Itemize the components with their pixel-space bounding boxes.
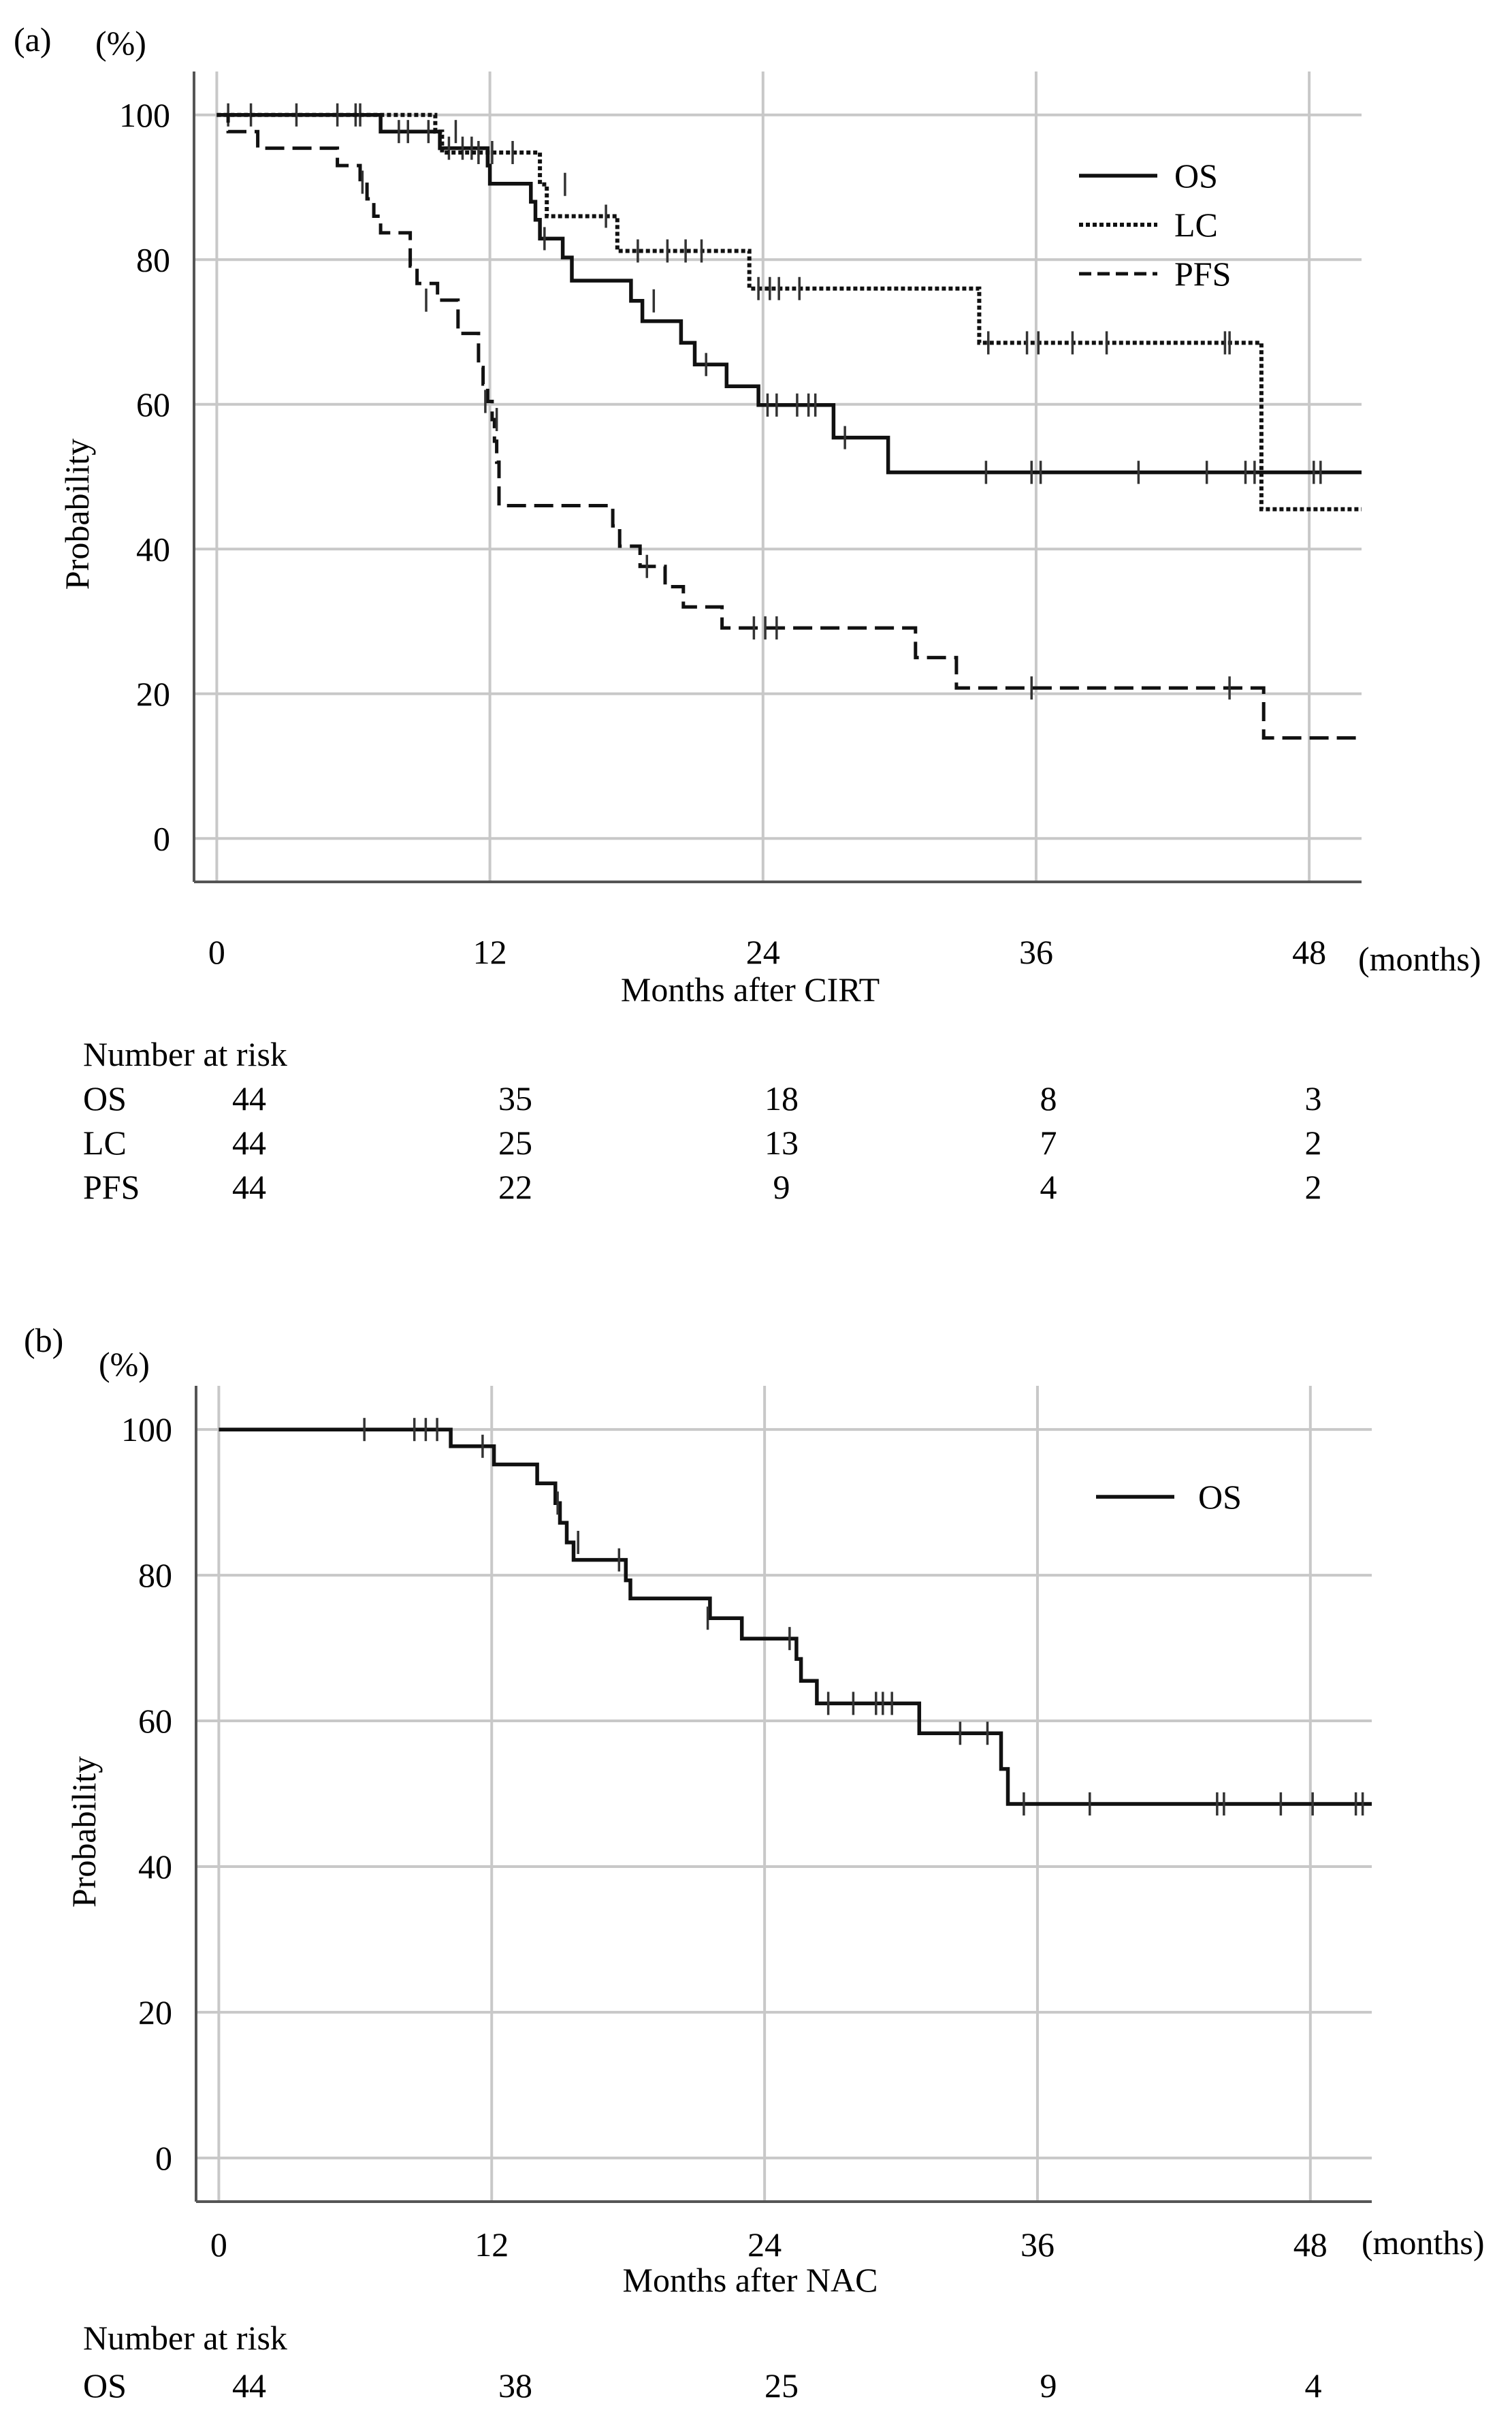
y-tick-label: 60 bbox=[136, 385, 170, 424]
risk-row-label: PFS bbox=[83, 1168, 140, 1206]
risk-value: 8 bbox=[1040, 1079, 1057, 1118]
series-pfs-line bbox=[216, 113, 1362, 740]
risk-value: 44 bbox=[232, 1079, 266, 1118]
y-tick-label: 40 bbox=[138, 1848, 172, 1886]
risk-value: 44 bbox=[232, 2366, 266, 2405]
risk-value: 9 bbox=[773, 1168, 790, 1206]
panel-b-curves bbox=[219, 1418, 1372, 1816]
panel-b-y-unit: (%) bbox=[99, 1345, 150, 1383]
x-tick-label: 36 bbox=[1019, 933, 1053, 971]
y-tick-label: 80 bbox=[136, 240, 170, 279]
x-tick-label: 12 bbox=[474, 2225, 509, 2264]
panel-b-y-tick-labels: 0 20 40 60 80 100 bbox=[121, 1410, 172, 2177]
x-tick-label: 12 bbox=[473, 933, 507, 971]
panel-b-x-unit: (months) bbox=[1362, 2223, 1485, 2262]
risk-value: 38 bbox=[498, 2366, 532, 2405]
risk-value: 25 bbox=[765, 2366, 799, 2405]
risk-value: 35 bbox=[498, 1079, 532, 1118]
series-os-line bbox=[219, 1427, 1372, 1806]
y-tick-label: 100 bbox=[119, 96, 170, 134]
risk-value: 4 bbox=[1040, 1168, 1057, 1206]
y-tick-label: 40 bbox=[136, 530, 170, 568]
panel-a-x-axis-label: Months after CIRT bbox=[621, 970, 880, 1009]
risk-value: 25 bbox=[498, 1124, 532, 1162]
risk-value: 2 bbox=[1305, 1168, 1322, 1206]
panel-a-y-axis-label: Probability bbox=[58, 439, 96, 590]
x-tick-label: 36 bbox=[1020, 2225, 1055, 2264]
panel-b-risk-table: OS 44 38 25 9 4 bbox=[83, 2366, 1322, 2405]
x-tick-label: 24 bbox=[746, 933, 780, 971]
x-tick-label: 48 bbox=[1293, 2225, 1328, 2264]
y-tick-label: 20 bbox=[136, 675, 170, 713]
risk-value: 44 bbox=[232, 1124, 266, 1162]
legend-label: LC bbox=[1174, 206, 1218, 244]
risk-value: 44 bbox=[232, 1168, 266, 1206]
risk-row-label: LC bbox=[83, 1124, 127, 1162]
legend-label: OS bbox=[1174, 157, 1218, 195]
panel-a-curves bbox=[216, 103, 1362, 740]
x-tick-label: 0 bbox=[210, 2225, 227, 2264]
panel-b-risk-title: Number at risk bbox=[83, 2319, 287, 2357]
y-tick-label: 0 bbox=[155, 2139, 172, 2177]
x-tick-label: 48 bbox=[1292, 933, 1326, 971]
panel-b-x-tick-labels: 0 12 24 36 48 bbox=[210, 2225, 1328, 2264]
panel-a-y-unit: (%) bbox=[95, 24, 146, 62]
legend-label: OS bbox=[1198, 1478, 1242, 1516]
series-lc-line bbox=[216, 112, 1362, 511]
y-tick-label: 80 bbox=[138, 1556, 172, 1594]
risk-value: 7 bbox=[1040, 1124, 1057, 1162]
risk-value: 9 bbox=[1040, 2366, 1057, 2405]
panel-a-risk-title: Number at risk bbox=[83, 1035, 287, 1073]
panel-b-legend: OS bbox=[1096, 1478, 1242, 1516]
x-tick-label: 24 bbox=[747, 2225, 782, 2264]
y-tick-label: 60 bbox=[138, 1702, 172, 1740]
panel-a-axes bbox=[193, 72, 1362, 883]
y-tick-label: 20 bbox=[138, 1993, 172, 2031]
panel-b-axes bbox=[195, 1386, 1372, 2203]
risk-value: 22 bbox=[498, 1168, 532, 1206]
panel-a-legend: OS LC PFS bbox=[1079, 157, 1231, 293]
risk-row-label: OS bbox=[83, 1079, 127, 1118]
risk-value: 13 bbox=[765, 1124, 799, 1162]
panel-a-x-unit: (months) bbox=[1358, 940, 1481, 978]
panel-a-label: (a) bbox=[14, 20, 52, 59]
panel-a-x-tick-labels: 0 12 24 36 48 bbox=[208, 933, 1326, 971]
panel-b-km-plot: (b) (%) Probability 0 20 40 60 80 100 0 12 24 36… bbox=[24, 1321, 1485, 2405]
risk-value: 18 bbox=[765, 1079, 799, 1118]
panel-a-risk-table: OS 44 35 18 8 3 LC 44 25 13 7 2 PFS 44 22 9 4 2 bbox=[83, 1079, 1322, 1206]
series-os-line bbox=[216, 113, 1362, 475]
panel-b-grid bbox=[196, 1386, 1372, 2202]
panel-b-label: (b) bbox=[24, 1321, 63, 1359]
risk-value: 2 bbox=[1305, 1124, 1322, 1162]
legend-label: PFS bbox=[1174, 255, 1231, 293]
panel-b-x-axis-label: Months after NAC bbox=[623, 2261, 878, 2299]
risk-value: 3 bbox=[1305, 1079, 1322, 1118]
y-tick-label: 0 bbox=[153, 819, 170, 857]
x-tick-label: 0 bbox=[208, 933, 225, 971]
risk-value: 4 bbox=[1305, 2366, 1322, 2405]
risk-row-label: OS bbox=[83, 2366, 127, 2405]
panel-a-y-tick-labels: 0 20 40 60 80 100 bbox=[119, 96, 170, 858]
panel-b-y-axis-label: Probability bbox=[65, 1756, 103, 1907]
y-tick-label: 100 bbox=[121, 1410, 172, 1448]
